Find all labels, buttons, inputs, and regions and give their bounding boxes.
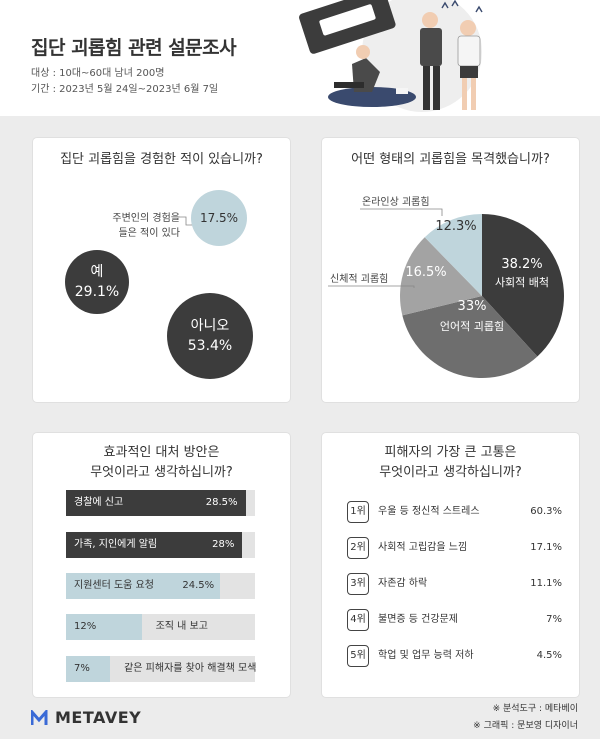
rank-value: 7% xyxy=(546,614,562,625)
metavey-logo-icon xyxy=(31,710,48,725)
pie-category-label: 신체적 괴롭힘 xyxy=(330,273,388,285)
bubble-no: 아니오 53.4% xyxy=(167,293,253,379)
rank-badge: 5위 xyxy=(347,645,369,667)
rank-label: 우울 등 정신적 스트레스 xyxy=(378,506,480,517)
response-question: 효과적인 대처 방안은 무엇이라고 생각하십니까? xyxy=(90,445,233,480)
bar-value-label: 28.5% xyxy=(205,497,238,508)
witness-question: 어떤 형태의 괴롭힘을 목격했습니까? xyxy=(351,152,550,167)
bar-row: 조직 내 보고 12% xyxy=(66,614,255,640)
pie-category-label: 온라인상 괴롭힘 xyxy=(362,196,430,208)
pie-value-label: 12.3% xyxy=(435,219,476,234)
survey-target: 대상 : 10대~60대 남녀 200명 xyxy=(31,68,165,79)
rank-label: 불면증 등 건강문제 xyxy=(378,614,458,625)
rank-label: 학업 및 업무 능력 저하 xyxy=(378,650,474,661)
rank-badge: 2위 xyxy=(347,537,369,559)
bar-category-label: 경찰에 신고 xyxy=(74,497,124,508)
rank-row: 2위 사회적 고립감을 느낌 17.1% xyxy=(347,537,562,559)
suffering-card: 피해자의 가장 큰 고통은 무엇이라고 생각하십니까? xyxy=(322,433,579,697)
rank-badge: 4위 xyxy=(347,609,369,631)
response-card: 효과적인 대처 방안은 무엇이라고 생각하십니까? xyxy=(33,433,290,697)
rank-row: 1위 우울 등 정신적 스트레스 60.3% xyxy=(347,501,562,523)
rank-badge: 3위 xyxy=(347,573,369,595)
pie-slice xyxy=(402,296,538,378)
bar xyxy=(66,656,111,682)
bar-category-label: 같은 피해자를 찾아 해결책 모색 xyxy=(124,663,257,674)
bubble-heard-value: 17.5% xyxy=(199,211,239,225)
pie-leader-line xyxy=(360,208,443,216)
credit-tool: ※ 분석도구 : 메타베이 xyxy=(492,704,578,714)
rank-row: 4위 불면증 등 건강문제 7% xyxy=(347,609,562,631)
bar-value-label: 12% xyxy=(74,621,97,632)
pie-value-label: 38.2% xyxy=(501,257,542,272)
bar xyxy=(66,614,142,640)
bubble-heard-leader xyxy=(178,216,192,226)
header: 집단 괴롭힘 관련 설문조사 대상 : 10대~60대 남녀 200명 기간 :… xyxy=(0,0,600,116)
rank-row: 3위 자존감 하락 11.1% xyxy=(347,573,562,595)
witness-pie-chart: 38.2% 사회적 배척 33% 언어적 괴롭힘 16.5% 12.3% 신체적 괴롭힘 온라… xyxy=(328,196,564,378)
pie-value-label: 33% xyxy=(458,299,487,314)
rank-badge: 1위 xyxy=(347,501,369,523)
bar-category-label: 가족, 지인에게 알림 xyxy=(74,539,158,550)
bar-value-label: 28% xyxy=(212,539,235,550)
pie-slice xyxy=(400,237,482,316)
bubble-heard-label: 주변인의 경험을 들은 적이 있다 xyxy=(112,213,180,239)
pie-category-label: 언어적 괴롭힘 xyxy=(440,320,504,333)
rank-label: 자존감 하락 xyxy=(378,578,428,589)
pie-value-label: 16.5% xyxy=(405,265,446,280)
rank-value: 17.1% xyxy=(530,542,562,553)
bar xyxy=(66,573,221,599)
rank-value: 4.5% xyxy=(536,650,562,661)
experience-question: 집단 괴롭힘을 경험한 적이 있습니까? xyxy=(60,152,263,167)
bubble-no-label: 아니오 xyxy=(190,318,230,334)
bar-row: 경찰에 신고 28.5% xyxy=(66,490,255,516)
pie-leader-line xyxy=(328,285,415,288)
bubble-heard: 17.5% xyxy=(191,190,247,246)
bubble-no-value: 53.4% xyxy=(187,338,233,354)
bullying-illustration xyxy=(299,0,483,112)
bubble-yes-label: 예 xyxy=(90,264,104,280)
credit-graphic: ※ 그래픽 : 문보영 디자이너 xyxy=(473,721,578,731)
bar xyxy=(66,532,243,558)
survey-period: 기간 : 2023년 5월 24일~2023년 6월 7일 xyxy=(31,84,219,95)
metavey-logo: METAVEY xyxy=(55,708,142,727)
bar-category-label: 지원센터 도움 요청 xyxy=(74,580,154,591)
bar xyxy=(66,490,246,516)
rank-value: 11.1% xyxy=(530,578,562,589)
pie-category-label: 사회적 배척 xyxy=(495,276,549,289)
bar-row: 지원센터 도움 요청 24.5% xyxy=(66,573,255,599)
pie-slice xyxy=(424,214,482,296)
bar-value-label: 7% xyxy=(74,663,90,674)
bar-row: 가족, 지인에게 알림 28% xyxy=(66,532,255,558)
bar-category-label: 조직 내 보고 xyxy=(155,621,208,632)
bubble-yes-value: 29.1% xyxy=(74,284,120,300)
bar-value-label: 24.5% xyxy=(182,580,215,591)
pie-slice xyxy=(482,214,564,357)
bubble-yes: 예 29.1% xyxy=(65,250,129,314)
rank-label: 사회적 고립감을 느낌 xyxy=(378,542,468,553)
rank-value: 60.3% xyxy=(530,506,562,517)
bar-row: 같은 피해자를 찾아 해결책 모색 7% xyxy=(66,656,257,682)
suffering-question: 피해자의 가장 큰 고통은 무엇이라고 생각하십니까? xyxy=(379,445,522,480)
page-title: 집단 괴롭힘 관련 설문조사 xyxy=(31,37,237,59)
rank-row: 5위 학업 및 업무 능력 저하 4.5% xyxy=(347,645,562,667)
